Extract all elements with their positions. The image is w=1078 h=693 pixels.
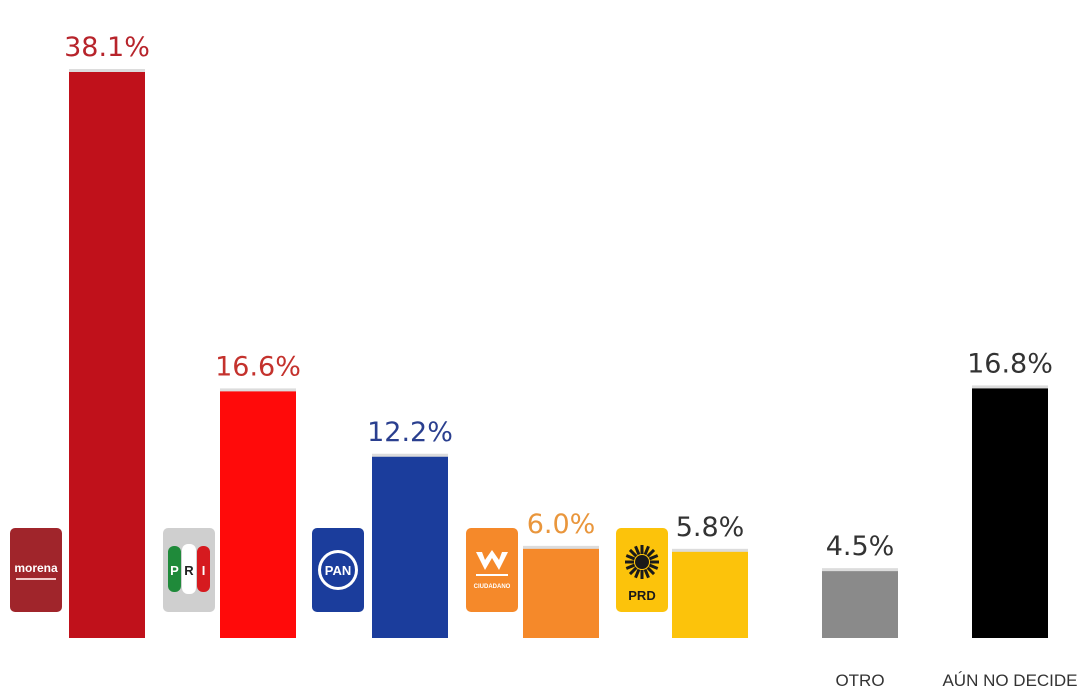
bar-otro: [822, 571, 898, 638]
bar-shadow-prd: [672, 548, 748, 553]
bar-shadow-otro: [822, 568, 898, 573]
value-label-pri: 16.6%: [215, 351, 301, 382]
bar-aun-no-decide: [972, 388, 1048, 638]
svg-text:CIUDADANO: CIUDADANO: [474, 584, 511, 590]
value-label-prd: 5.8%: [676, 512, 745, 543]
svg-text:R: R: [184, 563, 194, 578]
bar-shadow-aun-no-decide: [972, 385, 1048, 390]
bar-morena: [69, 72, 145, 638]
value-label-morena: 38.1%: [64, 32, 150, 63]
bar-prd: [672, 551, 748, 638]
bar-shadow-morena: [69, 69, 145, 73]
svg-text:I: I: [202, 563, 206, 578]
pan-logo: PAN: [312, 528, 364, 612]
bar-pan: [372, 456, 448, 638]
value-label-mc: 6.0%: [527, 509, 596, 540]
svg-text:P: P: [170, 563, 179, 578]
bar-shadow-mc: [523, 545, 599, 550]
morena-logo: morena: [10, 528, 62, 612]
bar-shadow-pan: [372, 453, 448, 458]
logos-layer: morena P R I PAN CIUDADANO PRD: [10, 528, 668, 612]
bars-layer: [69, 69, 1048, 638]
svg-text:PAN: PAN: [325, 563, 351, 578]
value-label-pan: 12.2%: [367, 417, 453, 448]
svg-text:morena: morena: [14, 561, 58, 575]
prd-logo: PRD: [616, 528, 668, 612]
value-label-aun-no-decide: 16.8%: [967, 348, 1053, 379]
bar-pri: [220, 391, 296, 638]
category-label-otro: OTRO: [835, 671, 884, 690]
category-label-aun-no-decide: AÚN NO DECIDE: [942, 671, 1077, 690]
bar-mc: [523, 548, 599, 638]
movimiento-ciudadano-logo: CIUDADANO: [466, 528, 518, 612]
value-label-otro: 4.5%: [826, 531, 895, 562]
svg-text:PRD: PRD: [628, 588, 655, 603]
bar-shadow-pri: [220, 388, 296, 393]
labels-layer: 38.1% 16.6% 12.2% 6.0% 5.8% 4.5% OTRO 16.8% AÚN …: [64, 32, 1077, 690]
